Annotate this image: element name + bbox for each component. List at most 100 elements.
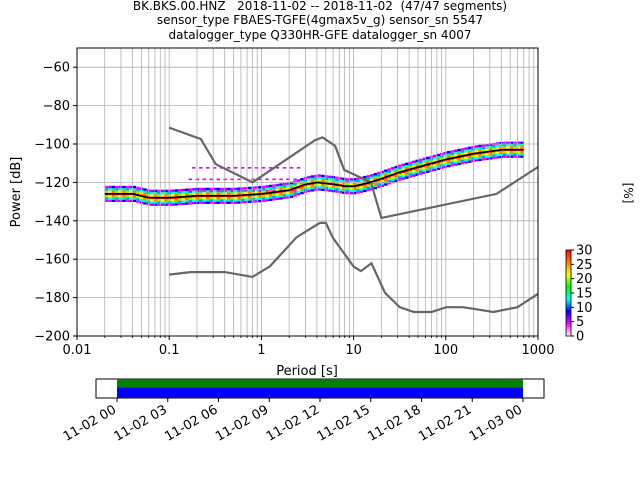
heat-cell <box>265 185 269 188</box>
heat-cell <box>171 201 175 204</box>
heat-cell <box>488 145 493 149</box>
heat-cell <box>164 189 168 193</box>
heat-cell <box>317 176 322 180</box>
heat-cell <box>300 191 304 195</box>
heat-cell <box>342 189 346 192</box>
mean-curve <box>104 149 524 199</box>
heat-cell <box>188 192 193 196</box>
heat-cell <box>258 186 262 189</box>
heat-cell <box>321 184 325 187</box>
heat-cell <box>513 141 517 145</box>
heat-cell <box>418 160 423 164</box>
heat-cell <box>418 170 423 173</box>
heat-cell <box>122 199 126 203</box>
heat-cell <box>485 155 489 158</box>
heat-cell <box>391 178 395 181</box>
heat-cell <box>174 198 179 201</box>
heat-cell <box>446 155 451 159</box>
heat-cell <box>132 185 137 189</box>
heat-cell <box>300 180 304 183</box>
heat-cell <box>233 190 238 193</box>
heat-cell <box>453 161 458 164</box>
heat-cell <box>150 198 154 202</box>
heat-cell <box>408 166 412 169</box>
heat-cell <box>324 189 329 192</box>
heat-cell <box>432 166 437 169</box>
heat-cell <box>415 159 419 163</box>
heat-cell <box>338 186 343 189</box>
heat-cell <box>192 190 196 193</box>
colorbar-tick-label: 0 <box>576 330 584 345</box>
heat-cell <box>240 187 245 190</box>
heat-cell <box>398 176 402 179</box>
heat-cell <box>516 155 521 158</box>
heat-cell <box>275 183 280 187</box>
heat-cell <box>272 190 276 192</box>
heat-cell <box>349 182 353 186</box>
heat-cell <box>478 154 482 157</box>
heat-cell <box>226 196 231 200</box>
heat-cell <box>471 150 475 153</box>
heat-cell <box>422 157 426 161</box>
heat-cell <box>143 199 147 203</box>
heat-cell <box>216 190 220 192</box>
heat-cell <box>520 146 524 149</box>
heat-cell <box>338 177 343 180</box>
heat-cell <box>380 173 385 176</box>
heat-cell <box>436 163 440 166</box>
heat-cell <box>296 188 301 191</box>
heat-cell <box>370 178 374 182</box>
ppsd-heatmap <box>104 141 524 206</box>
heat-cell <box>363 189 367 193</box>
x-tick-label: 100 <box>433 343 458 358</box>
heat-cell <box>233 192 238 195</box>
y-tick-label: −200 <box>34 330 70 345</box>
heat-cell <box>136 191 140 194</box>
heat-cell <box>432 157 437 160</box>
heat-cell <box>387 182 392 185</box>
timeline-tick-label: 11-02 18 <box>365 402 423 444</box>
heat-cell <box>398 173 402 177</box>
heat-cell <box>115 195 119 198</box>
heat-cell <box>516 146 521 149</box>
heat-cell <box>425 161 430 164</box>
heat-cell <box>446 164 451 168</box>
heat-cell <box>453 163 458 166</box>
heat-cell <box>282 192 287 195</box>
heat-cell <box>230 190 234 192</box>
heat-cell <box>111 190 116 193</box>
heat-cell <box>408 161 412 165</box>
heat-cell <box>345 189 350 193</box>
heat-cell <box>363 180 367 183</box>
heat-cell <box>425 170 430 173</box>
heat-cell <box>352 187 357 190</box>
heat-cell <box>363 185 367 188</box>
heat-cell <box>289 167 294 169</box>
heat-cell <box>223 190 227 192</box>
y-tick-label: −120 <box>34 176 70 191</box>
heat-cell <box>464 147 468 150</box>
timeline-tick-label: 11-02 21 <box>416 402 474 444</box>
heat-cell <box>471 155 475 158</box>
heat-cell <box>244 186 248 190</box>
heat-cell <box>345 178 350 181</box>
heat-cell <box>342 182 346 185</box>
heat-cell <box>422 169 426 172</box>
heat-cell <box>502 143 507 147</box>
heat-cell <box>125 188 130 191</box>
heat-cell <box>342 186 346 190</box>
heat-cell <box>104 188 109 191</box>
heat-cell <box>150 194 154 197</box>
heat-cell <box>317 178 322 182</box>
heat-cell <box>122 197 126 200</box>
heat-cell <box>464 158 468 162</box>
heat-cell <box>307 187 311 190</box>
heat-cell <box>157 189 161 193</box>
heat-cell <box>418 158 423 162</box>
heat-cell <box>261 167 266 169</box>
heat-cell <box>251 178 255 181</box>
heat-cell <box>209 199 213 202</box>
heat-cell <box>226 167 231 169</box>
heat-cell <box>164 203 168 206</box>
heat-cell <box>289 190 294 194</box>
